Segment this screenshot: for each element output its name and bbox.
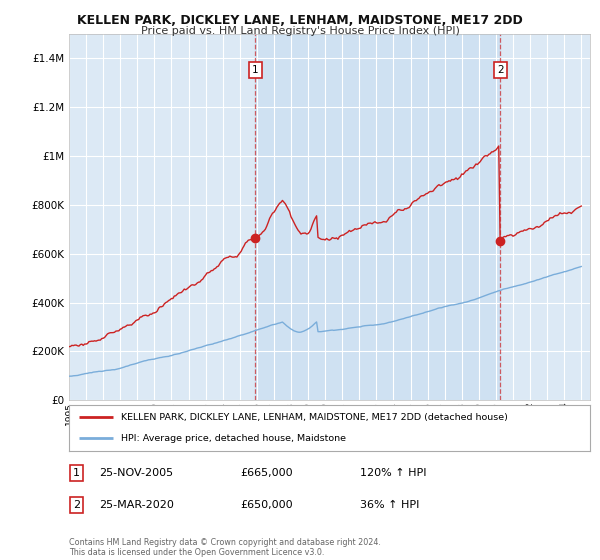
Text: 120% ↑ HPI: 120% ↑ HPI <box>360 468 427 478</box>
Text: KELLEN PARK, DICKLEY LANE, LENHAM, MAIDSTONE, ME17 2DD (detached house): KELLEN PARK, DICKLEY LANE, LENHAM, MAIDS… <box>121 413 508 422</box>
Text: 1: 1 <box>73 468 80 478</box>
Text: £650,000: £650,000 <box>240 500 293 510</box>
Text: 25-MAR-2020: 25-MAR-2020 <box>99 500 174 510</box>
Text: KELLEN PARK, DICKLEY LANE, LENHAM, MAIDSTONE, ME17 2DD: KELLEN PARK, DICKLEY LANE, LENHAM, MAIDS… <box>77 14 523 27</box>
Text: 2: 2 <box>497 66 503 75</box>
Text: 1: 1 <box>252 66 259 75</box>
Text: Contains HM Land Registry data © Crown copyright and database right 2024.
This d: Contains HM Land Registry data © Crown c… <box>69 538 381 557</box>
Text: 2: 2 <box>73 500 80 510</box>
Text: HPI: Average price, detached house, Maidstone: HPI: Average price, detached house, Maid… <box>121 434 346 443</box>
Text: 36% ↑ HPI: 36% ↑ HPI <box>360 500 419 510</box>
Text: 25-NOV-2005: 25-NOV-2005 <box>99 468 173 478</box>
Bar <box>256 34 500 400</box>
Text: £665,000: £665,000 <box>240 468 293 478</box>
Text: Price paid vs. HM Land Registry's House Price Index (HPI): Price paid vs. HM Land Registry's House … <box>140 26 460 36</box>
